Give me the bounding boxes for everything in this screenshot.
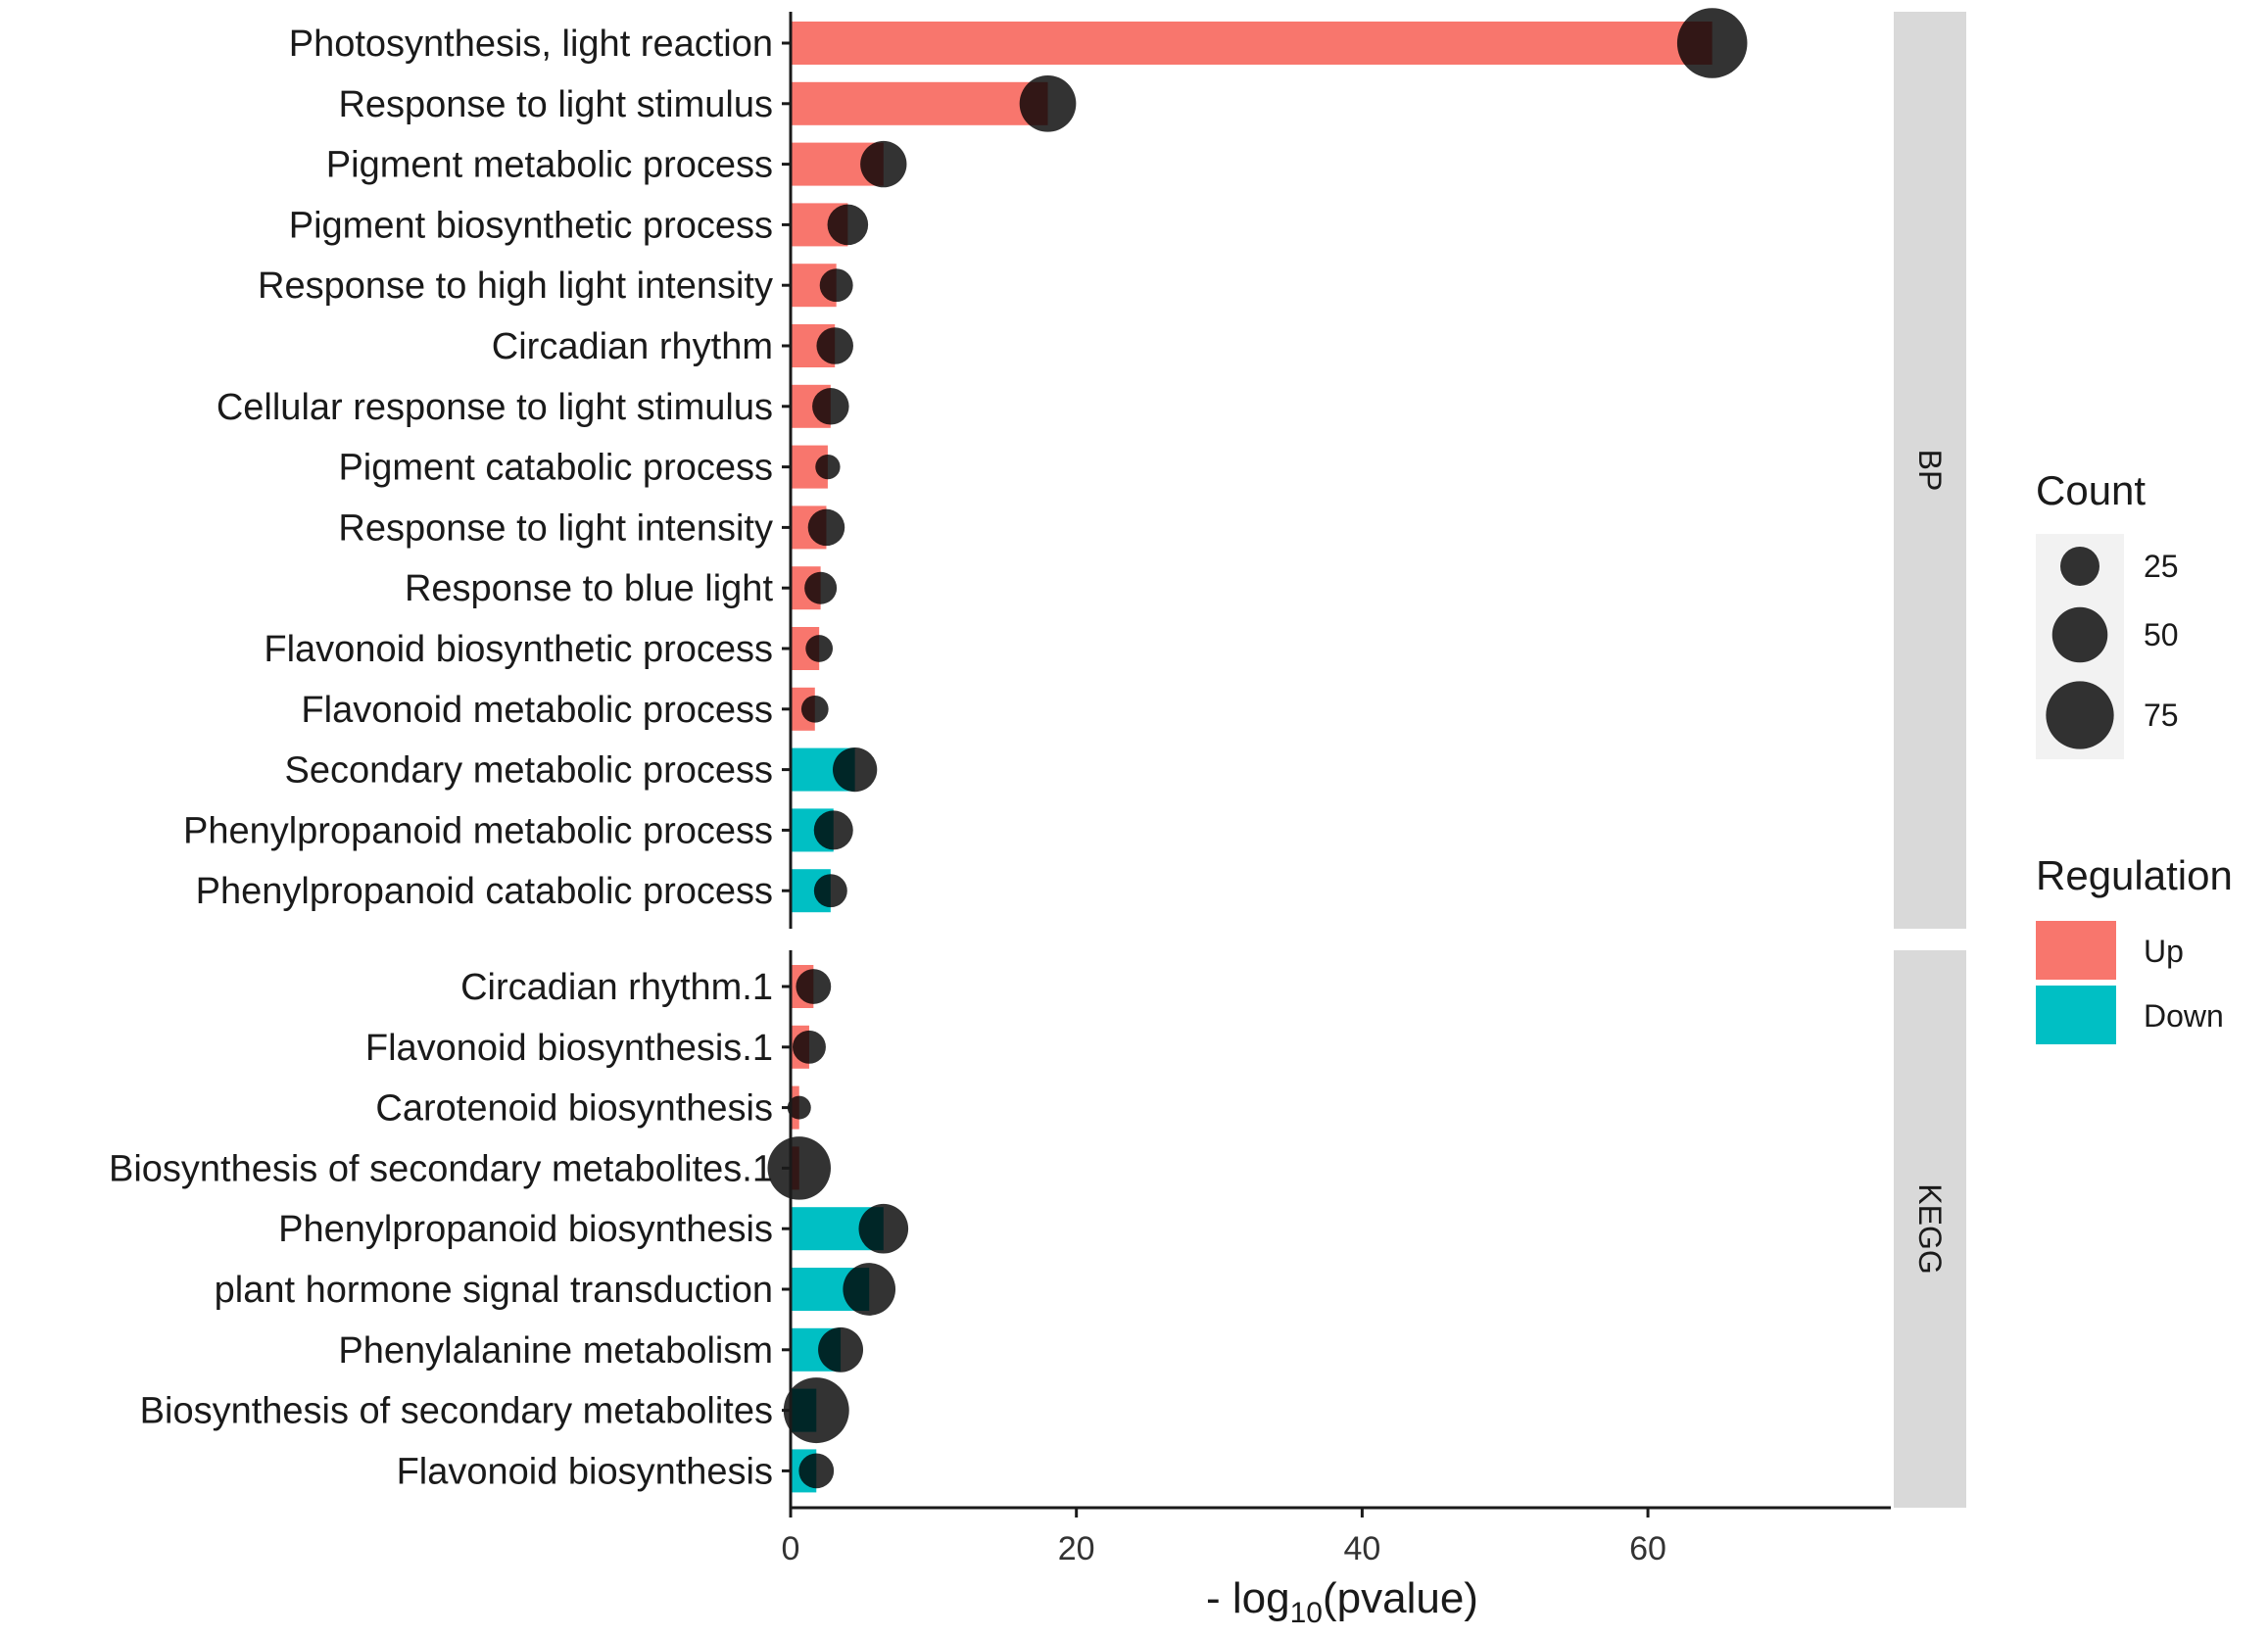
count-point xyxy=(860,140,907,188)
bar xyxy=(791,22,1713,65)
category-label: Phenylpropanoid biosynthesis xyxy=(278,1209,773,1250)
legend-count-keys: 25 50 75 xyxy=(2046,547,2179,749)
category-label: plant hormone signal transduction xyxy=(215,1270,773,1311)
category-label: Flavonoid biosynthesis xyxy=(397,1451,773,1492)
count-point xyxy=(804,571,838,604)
legend-regulation-label: Up xyxy=(2144,934,2184,969)
legend-count-label: 75 xyxy=(2144,698,2179,733)
facet-strip-label: BP xyxy=(1912,450,1948,492)
bar xyxy=(791,81,1048,125)
count-point xyxy=(813,874,847,908)
x-ticks: 0 20 40 60 xyxy=(782,1508,1666,1567)
axes xyxy=(789,12,1891,1510)
count-point xyxy=(812,388,849,425)
category-label: Response to blue light xyxy=(405,568,773,609)
category-label: Pigment metabolic process xyxy=(326,145,773,186)
category-labels: Photosynthesis, light reaction Response t… xyxy=(109,24,791,1492)
category-label: Response to light stimulus xyxy=(338,84,773,125)
count-point xyxy=(833,747,878,793)
category-label: Flavonoid biosynthesis.1 xyxy=(365,1028,773,1069)
count-point xyxy=(1019,74,1077,132)
x-axis-title-subscript: 10 xyxy=(1290,1597,1323,1629)
category-label: Response to light intensity xyxy=(338,507,773,549)
count-point xyxy=(783,1377,849,1444)
facet-strip-label: KEGG xyxy=(1912,1183,1948,1274)
category-label: Phenylpropanoid metabolic process xyxy=(183,810,773,851)
count-point xyxy=(805,635,834,662)
legend-regulation-key xyxy=(2036,986,2116,1044)
facet-strips: BP KEGG xyxy=(1894,12,1966,1508)
count-point xyxy=(843,1263,896,1316)
count-point xyxy=(818,1326,864,1373)
category-label: Pigment biosynthetic process xyxy=(289,205,773,246)
category-label: Biosynthesis of secondary metabolites.1 xyxy=(109,1148,773,1189)
category-label: Circadian rhythm xyxy=(492,326,773,367)
count-point xyxy=(798,1453,835,1489)
count-point xyxy=(767,1136,831,1200)
category-label: Carotenoid biosynthesis xyxy=(375,1088,773,1130)
category-label: Cellular response to light stimulus xyxy=(217,387,773,428)
legend-count-title: Count xyxy=(2036,467,2146,513)
x-tick-label: 40 xyxy=(1343,1530,1380,1567)
category-label: Pigment catabolic process xyxy=(338,448,773,489)
count-point xyxy=(815,454,841,480)
legend-count-label: 50 xyxy=(2144,617,2179,652)
x-axis-title: - log10(pvalue) xyxy=(1206,1574,1478,1629)
legend-regulation-label: Down xyxy=(2144,998,2224,1034)
legend-regulation: Regulation Up Down xyxy=(2036,852,2233,1044)
category-label: Flavonoid biosynthetic process xyxy=(264,629,773,670)
bars-layer xyxy=(791,22,1713,1493)
count-point xyxy=(787,1095,811,1120)
count-point xyxy=(800,695,829,723)
x-tick-label: 0 xyxy=(782,1530,800,1567)
legend-regulation-title: Regulation xyxy=(2036,852,2233,898)
count-point xyxy=(813,810,853,850)
category-label: Phenylalanine metabolism xyxy=(338,1330,773,1372)
count-point xyxy=(796,969,832,1004)
category-label: Response to high light intensity xyxy=(258,265,773,307)
category-label: Photosynthesis, light reaction xyxy=(289,24,773,65)
x-axis-title-suffix: (pvalue) xyxy=(1323,1574,1478,1622)
count-point xyxy=(807,508,845,547)
legend-count-key xyxy=(2051,606,2108,663)
x-axis-title-prefix: - log xyxy=(1206,1574,1290,1622)
count-point xyxy=(816,327,853,364)
legend-count-key xyxy=(2060,547,2099,586)
legend-count-label: 25 xyxy=(2144,549,2179,584)
category-label: Secondary metabolic process xyxy=(285,750,773,792)
count-point xyxy=(827,204,869,246)
legend-regulation-key xyxy=(2036,921,2116,980)
x-tick-label: 20 xyxy=(1058,1530,1095,1567)
facet-strip-bg xyxy=(1894,12,1966,929)
count-point xyxy=(792,1030,826,1064)
category-label: Biosynthesis of secondary metabolites xyxy=(140,1391,773,1432)
x-tick-label: 60 xyxy=(1629,1530,1666,1567)
count-point xyxy=(1676,8,1748,78)
points-layer xyxy=(767,8,1748,1489)
category-label: Circadian rhythm.1 xyxy=(460,967,773,1008)
legend-regulation-keys: Up Down xyxy=(2036,921,2224,1044)
facet-strip-bg xyxy=(1894,950,1966,1508)
category-label: Phenylpropanoid catabolic process xyxy=(196,871,773,912)
legend-count-key xyxy=(2046,681,2114,749)
legend-count: Count 25 50 75 xyxy=(2036,467,2179,759)
count-point xyxy=(858,1203,909,1254)
count-point xyxy=(819,268,853,303)
category-label: Flavonoid metabolic process xyxy=(301,690,773,731)
